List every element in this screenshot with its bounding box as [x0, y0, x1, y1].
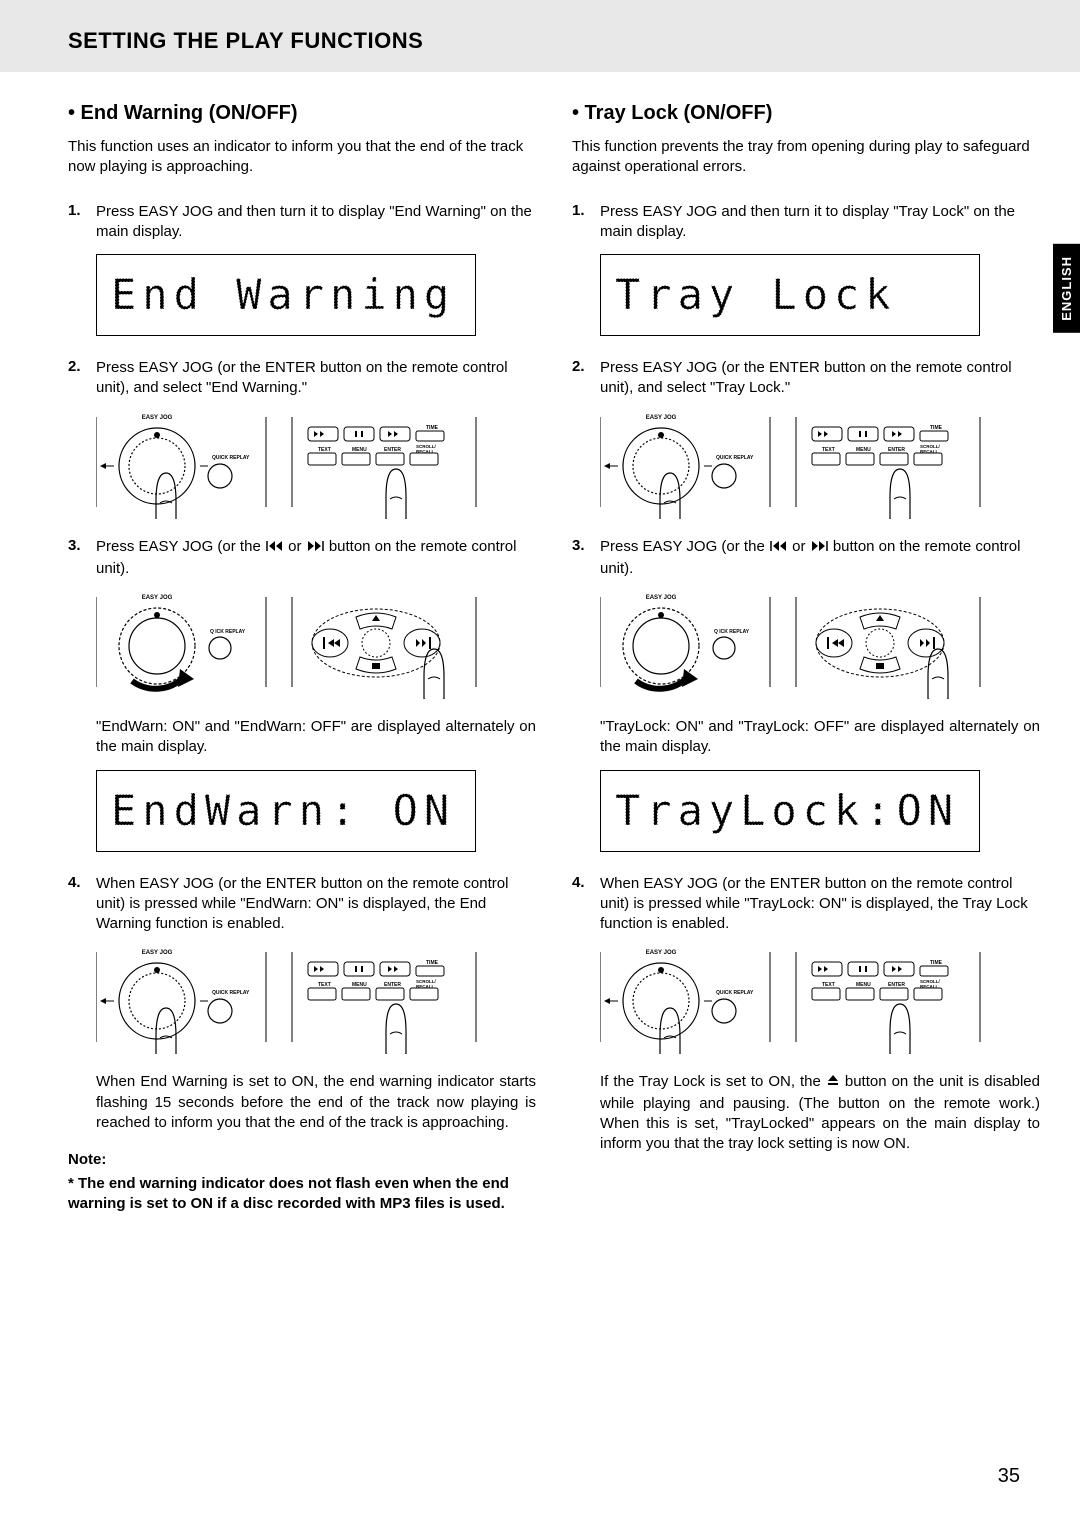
- lcd-text: Tray Lock: [615, 270, 897, 319]
- step-number: 1.: [572, 202, 600, 243]
- step-text: Press EASY JOG and then turn it to displ…: [96, 202, 536, 243]
- diagram-rotate-cross: [96, 589, 536, 699]
- result-text: When End Warning is set to ON, the end w…: [96, 1072, 536, 1133]
- content-columns: • End Warning (ON/OFF) This function use…: [0, 72, 1080, 1215]
- step-1: 1. Press EASY JOG and then turn it to di…: [572, 202, 1040, 243]
- skip-fwd-icon: [306, 539, 325, 559]
- step-number: 3.: [572, 537, 600, 580]
- skip-back-icon: [769, 539, 788, 559]
- result-text: If the Tray Lock is set to ON, the butto…: [600, 1072, 1040, 1154]
- lcd-text: End Warning: [111, 270, 455, 319]
- step-number: 1.: [68, 202, 96, 243]
- step-text: Press EASY JOG (or the ENTER button on t…: [96, 358, 536, 399]
- step-4: 4. When EASY JOG (or the ENTER button on…: [68, 874, 536, 935]
- section-header: SETTING THE PLAY FUNCTIONS: [0, 0, 1080, 72]
- tray-lock-intro: This function prevents the tray from ope…: [572, 137, 1040, 178]
- tray-lock-heading: • Tray Lock (ON/OFF): [572, 102, 1040, 125]
- diagram-jog-remote: [600, 409, 1040, 519]
- left-column: • End Warning (ON/OFF) This function use…: [68, 102, 536, 1215]
- skip-back-icon: [265, 539, 284, 559]
- lcd-text: TrayLock:ON: [615, 786, 959, 835]
- display-end-warning: End Warning: [96, 254, 476, 336]
- skip-fwd-icon: [810, 539, 829, 559]
- step-number: 3.: [68, 537, 96, 580]
- lcd-text: EndWarn: ON: [111, 786, 455, 835]
- step-text: Press EASY JOG (or the or button on the …: [96, 537, 536, 580]
- page-number: 35: [998, 1465, 1020, 1488]
- display-tray-lock: Tray Lock: [600, 254, 980, 336]
- step-2: 2. Press EASY JOG (or the ENTER button o…: [572, 358, 1040, 399]
- step-1: 1. Press EASY JOG and then turn it to di…: [68, 202, 536, 243]
- end-warning-heading: • End Warning (ON/OFF): [68, 102, 536, 125]
- note-label: Note:: [68, 1151, 536, 1168]
- end-warning-intro: This function uses an indicator to infor…: [68, 137, 536, 178]
- step-text: Press EASY JOG and then turn it to displ…: [600, 202, 1040, 243]
- alt-display-text: "TrayLock: ON" and "TrayLock: OFF" are d…: [600, 717, 1040, 758]
- diagram-jog-remote-2: [96, 944, 536, 1054]
- note-text: * The end warning indicator does not fla…: [68, 1174, 536, 1215]
- right-column: • Tray Lock (ON/OFF) This function preve…: [572, 102, 1040, 1215]
- diagram-jog-remote: [96, 409, 536, 519]
- display-traylock-on: TrayLock:ON: [600, 770, 980, 852]
- step-4: 4. When EASY JOG (or the ENTER button on…: [572, 874, 1040, 935]
- page-title: SETTING THE PLAY FUNCTIONS: [68, 28, 1080, 54]
- step-number: 2.: [68, 358, 96, 399]
- diagram-rotate-cross: [600, 589, 1040, 699]
- step-number: 2.: [572, 358, 600, 399]
- step-2: 2. Press EASY JOG (or the ENTER button o…: [68, 358, 536, 399]
- display-endwarn-on: EndWarn: ON: [96, 770, 476, 852]
- step-3: 3. Press EASY JOG (or the or button on t…: [68, 537, 536, 580]
- alt-display-text: "EndWarn: ON" and "EndWarn: OFF" are dis…: [96, 717, 536, 758]
- step-text: Press EASY JOG (or the ENTER button on t…: [600, 358, 1040, 399]
- step-3: 3. Press EASY JOG (or the or button on t…: [572, 537, 1040, 580]
- diagram-jog-remote-2: [600, 944, 1040, 1054]
- note-block: Note: * The end warning indicator does n…: [68, 1151, 536, 1215]
- step-number: 4.: [572, 874, 600, 935]
- step-number: 4.: [68, 874, 96, 935]
- eject-icon: [826, 1073, 840, 1093]
- step-text: When EASY JOG (or the ENTER button on th…: [96, 874, 536, 935]
- step-text: When EASY JOG (or the ENTER button on th…: [600, 874, 1040, 935]
- step-text: Press EASY JOG (or the or button on the …: [600, 537, 1040, 580]
- language-tab: ENGLISH: [1053, 244, 1080, 333]
